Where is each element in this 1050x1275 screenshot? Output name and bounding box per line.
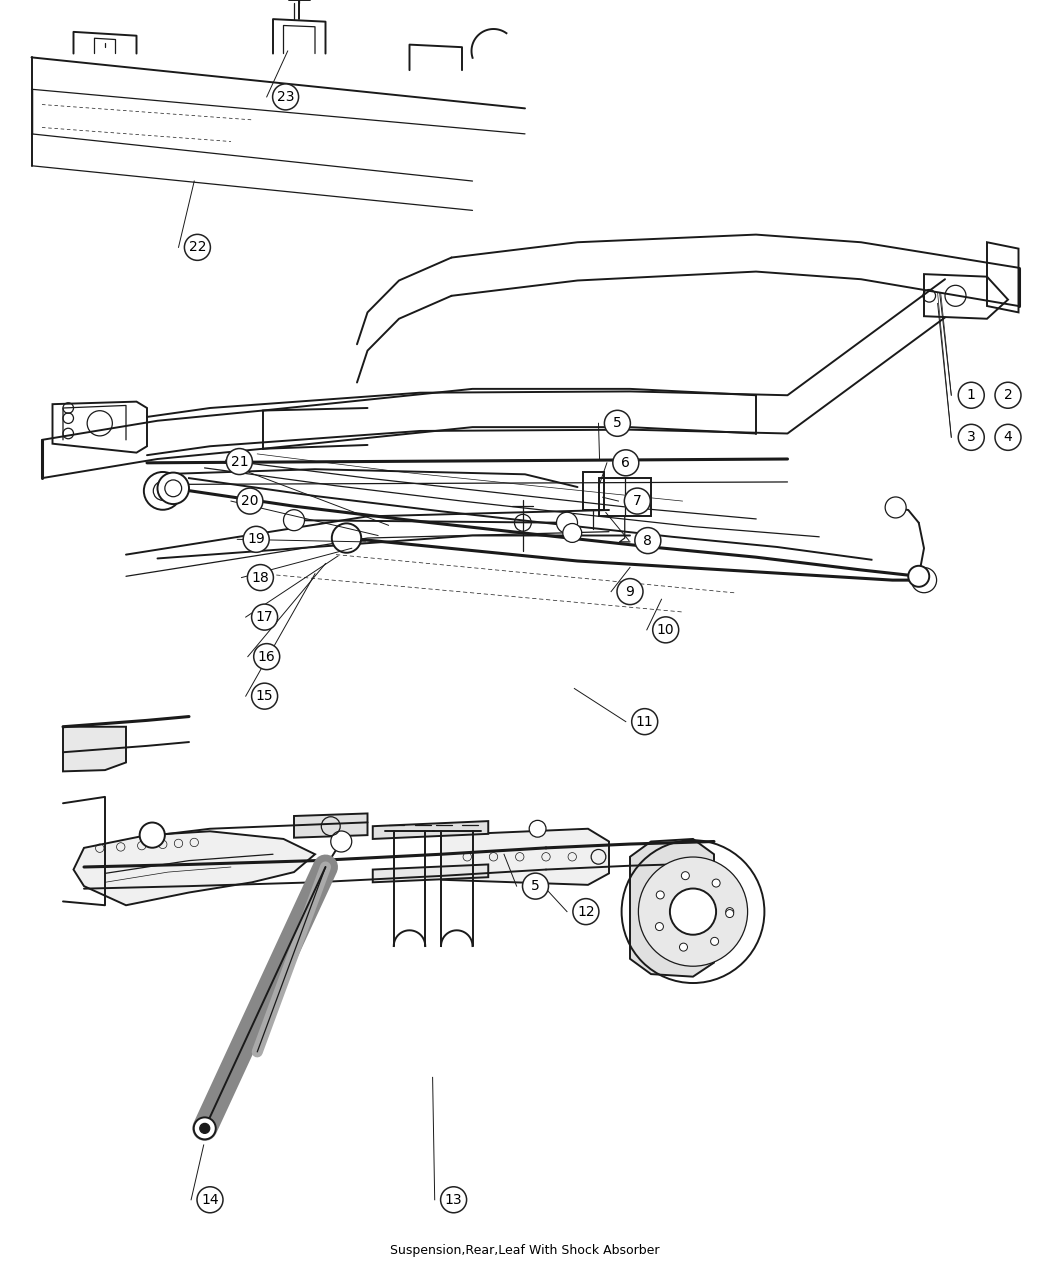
Circle shape (244, 527, 269, 552)
Text: 18: 18 (252, 571, 269, 584)
Circle shape (529, 820, 546, 838)
Text: 16: 16 (258, 650, 275, 663)
Circle shape (573, 899, 598, 924)
Polygon shape (373, 821, 488, 839)
Circle shape (197, 1187, 223, 1213)
Circle shape (711, 937, 718, 945)
Polygon shape (294, 813, 367, 838)
Text: 11: 11 (636, 715, 653, 728)
Circle shape (523, 873, 548, 899)
Circle shape (726, 909, 734, 918)
Circle shape (158, 473, 189, 504)
Circle shape (638, 857, 748, 966)
Polygon shape (63, 727, 126, 771)
Polygon shape (441, 829, 609, 885)
Circle shape (908, 566, 929, 586)
Circle shape (556, 513, 578, 533)
Circle shape (332, 523, 361, 553)
Text: 17: 17 (256, 611, 273, 623)
Circle shape (273, 84, 298, 110)
Circle shape (284, 510, 304, 530)
Text: 19: 19 (248, 533, 265, 546)
Circle shape (248, 565, 273, 590)
Circle shape (653, 617, 678, 643)
Circle shape (632, 709, 657, 734)
Circle shape (200, 1123, 210, 1133)
Circle shape (194, 1117, 215, 1140)
Circle shape (252, 604, 277, 630)
Circle shape (670, 889, 716, 935)
Circle shape (617, 579, 643, 604)
Text: 14: 14 (202, 1193, 218, 1206)
Text: 4: 4 (1004, 431, 1012, 444)
Text: 22: 22 (189, 241, 206, 254)
Circle shape (227, 449, 252, 474)
Circle shape (563, 524, 582, 542)
Text: 20: 20 (242, 495, 258, 507)
Text: 5: 5 (613, 417, 622, 430)
Circle shape (726, 908, 734, 915)
Polygon shape (74, 831, 315, 905)
Circle shape (140, 822, 165, 848)
Circle shape (679, 944, 688, 951)
Polygon shape (630, 839, 714, 977)
Circle shape (613, 450, 638, 476)
Text: 1: 1 (967, 389, 975, 402)
Text: 7: 7 (633, 495, 642, 507)
Circle shape (681, 872, 690, 880)
Circle shape (331, 831, 352, 852)
Text: Suspension,Rear,Leaf With Shock Absorber: Suspension,Rear,Leaf With Shock Absorber (391, 1244, 659, 1257)
Text: 6: 6 (622, 456, 630, 469)
Text: 10: 10 (657, 623, 674, 636)
Text: 9: 9 (626, 585, 634, 598)
Text: 13: 13 (445, 1193, 462, 1206)
Text: 12: 12 (578, 905, 594, 918)
Circle shape (441, 1187, 466, 1213)
Circle shape (185, 235, 210, 260)
Text: 3: 3 (967, 431, 975, 444)
Circle shape (252, 683, 277, 709)
Circle shape (144, 472, 182, 510)
Text: 5: 5 (531, 880, 540, 892)
Circle shape (625, 488, 650, 514)
Circle shape (656, 891, 665, 899)
Circle shape (885, 497, 906, 518)
Circle shape (237, 488, 262, 514)
Circle shape (712, 878, 720, 887)
Circle shape (995, 382, 1021, 408)
Circle shape (655, 923, 664, 931)
Text: 21: 21 (231, 455, 248, 468)
Text: 2: 2 (1004, 389, 1012, 402)
Polygon shape (373, 864, 488, 882)
Text: 23: 23 (277, 91, 294, 103)
Circle shape (959, 382, 984, 408)
Circle shape (635, 528, 660, 553)
Circle shape (605, 411, 630, 436)
Circle shape (995, 425, 1021, 450)
Circle shape (959, 425, 984, 450)
Circle shape (911, 567, 937, 593)
Text: 15: 15 (256, 690, 273, 703)
Circle shape (254, 644, 279, 669)
Text: 8: 8 (644, 534, 652, 547)
